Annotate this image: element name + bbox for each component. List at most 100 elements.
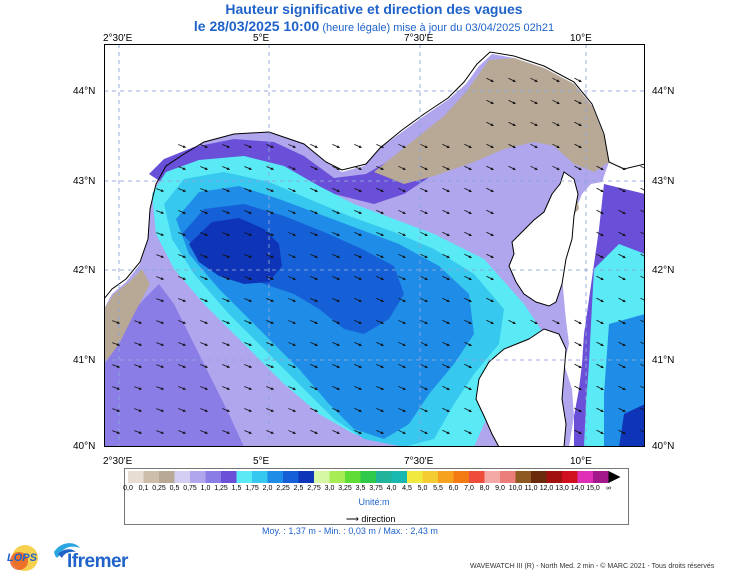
direction-arrow-head [336,189,340,192]
direction-arrow-head [182,343,186,346]
scale-label: 0,5 [169,485,180,492]
scale-label: 4,0 [386,485,397,492]
lat-tick-right-1: 44°N [652,86,675,97]
scale-label: 3,25 [338,485,352,492]
direction-arrow-head [446,343,450,347]
scale-label: 5,0 [417,485,428,492]
direction-arrow-head [380,431,384,434]
direction-arrow-head [204,431,208,434]
direction-arrow-head [292,343,296,346]
direction-arrow-head [380,299,384,302]
direction-arrow-head [468,255,472,259]
direction-arrow-head [468,409,472,413]
direction-arrow-head [270,189,274,192]
direction-arrow-head [204,255,208,258]
wave-height-map[interactable] [104,44,645,447]
direction-arrow-head [622,233,626,237]
direction-arrow-head [468,343,472,347]
scale-swatch [422,471,438,483]
direction-arrow-head [490,277,494,281]
direction-arrow-head [270,145,274,148]
scale-swatch [531,471,547,483]
direction-arrow-head [204,277,208,280]
scale-swatch [577,471,593,483]
scale-swatch [267,471,283,483]
scale-label: 12,0 [539,485,554,492]
direction-arrow-head [600,409,604,413]
direction-arrow-head [380,145,384,148]
direction-arrow-head [160,299,164,302]
map-grid [104,44,645,447]
direction-arrow-head [204,299,208,302]
direction-arrow-head [314,233,318,236]
scale-label: 1,5 [231,485,242,492]
direction-arrow-head [380,365,384,368]
scale-swatch [236,471,252,483]
direction-arrow-head [336,255,340,258]
direction-arrow-head [424,343,428,347]
direction-arrow-head [424,277,428,281]
direction-arrow-head [138,343,142,346]
direction-arrow-head [358,255,362,258]
lat-tick-right-5: 40°N [652,441,675,452]
direction-arrow-head [380,343,384,346]
direction-arrow-head [336,387,340,390]
tyrrhenian-deep [619,404,645,447]
scale-swatch [143,471,159,483]
direction-arrow-head [578,167,582,171]
gulf-of-genoa-shallow [374,58,609,184]
direction-arrow-head [292,277,296,280]
scale-swatch [515,471,531,483]
scale-label: 2,75 [307,485,321,492]
max-wave-core [189,218,282,284]
scale-label: 1,75 [245,485,259,492]
direction-arrow-head [160,387,164,390]
direction-arrow-head [270,409,274,412]
direction-arrow-head [424,321,428,325]
scale-swatch [376,471,392,483]
scale-label: 3,75 [369,485,383,492]
direction-arrow-head [226,189,230,192]
direction-arrow-head [512,101,516,105]
direction-arrow-head [380,255,384,258]
scale-label: 0,25 [152,485,166,492]
forecast-date: le 28/03/2025 10:00 [193,18,320,34]
lon-tick-top-1: 2°30'E [103,33,133,44]
direction-arrow-head [314,167,318,170]
direction-arrow-head [600,299,604,303]
direction-arrow-head [622,321,626,325]
direction-arrow-head [424,365,428,369]
direction-arrow-head [314,145,318,148]
direction-arrow-head [116,409,120,412]
direction-arrow-head [534,123,538,127]
corsica-island [508,171,579,307]
update-note: (heure légale) mise à jour du 03/04/2025… [322,22,555,34]
direction-arrow-head [336,145,340,148]
direction-arrow-head [578,145,582,149]
scale-swatch [329,471,345,483]
scale-label: 7,0 [464,485,474,492]
scale-label: 5,5 [433,485,443,492]
direction-legend: ⟶ direction [346,514,395,525]
direction-arrow-head [468,189,472,193]
direction-arrow-head [204,387,208,390]
direction-arrow-head [600,343,604,347]
direction-arrow-head [534,167,538,171]
direction-arrow-head [138,409,142,412]
direction-arrow-head [622,409,626,413]
scale-label: 6,0 [448,485,459,492]
direction-arrows [112,77,645,435]
direction-arrow-head [600,211,604,215]
direction-arrow-head [424,431,428,435]
scale-swatch [221,471,237,483]
direction-arrow-head [248,299,252,302]
direction-arrow-head [600,277,604,281]
direction-arrow-head [446,387,450,391]
direction-arrow-head [512,79,516,83]
direction-arrow-head [358,431,362,434]
direction-arrow-head [160,365,164,368]
scale-swatch [469,471,485,483]
scale-swatch [453,471,469,483]
direction-arrow-head [182,255,186,258]
direction-arrow-head [204,365,208,368]
